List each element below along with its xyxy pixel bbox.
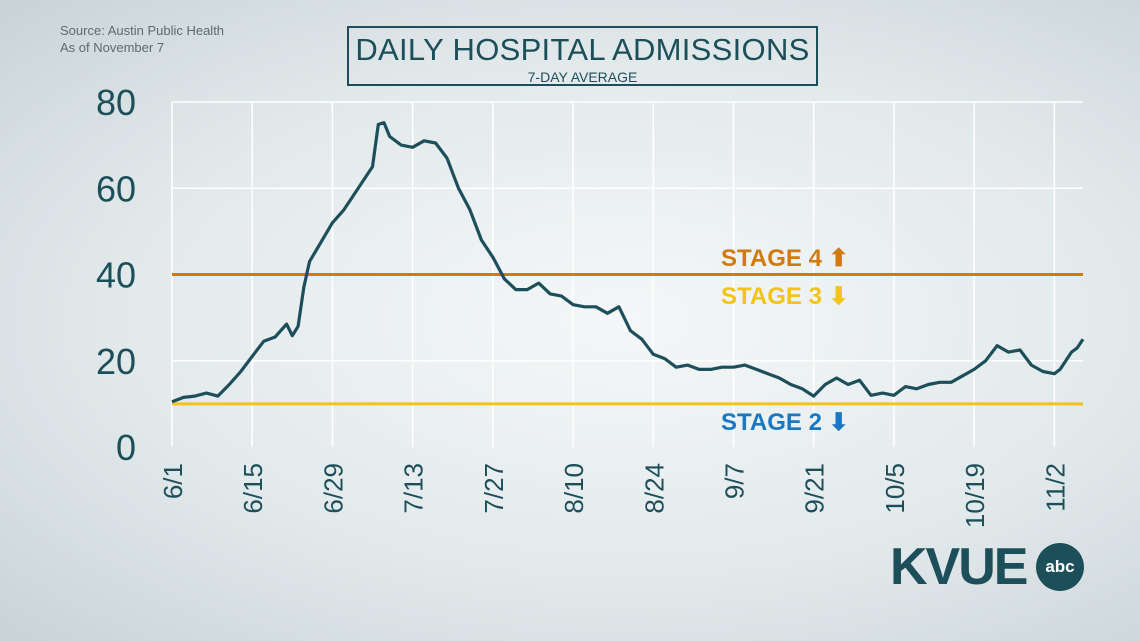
x-tick-label: 8/24 xyxy=(639,463,669,514)
y-tick-label: 20 xyxy=(96,341,136,382)
source-line: Source: Austin Public Health xyxy=(60,23,225,38)
x-tick-label: 7/27 xyxy=(479,463,509,514)
x-tick-label: 7/13 xyxy=(399,463,429,514)
chart-subtitle: 7-DAY AVERAGE xyxy=(527,69,638,85)
x-tick-label: 11/2 xyxy=(1040,463,1070,512)
x-tick-label: 6/1 xyxy=(158,463,188,499)
x-tick-label: 9/7 xyxy=(719,463,749,499)
source-note: Source: Austin Public Health As of Novem… xyxy=(60,22,224,56)
x-tick-label: 10/5 xyxy=(880,463,910,514)
x-tick-label: 10/19 xyxy=(960,463,990,528)
y-tick-label: 80 xyxy=(96,82,136,123)
stage-2-label: STAGE 2 ⬇ xyxy=(721,409,849,436)
x-tick-label: 8/10 xyxy=(559,463,589,514)
kvue-logo-text: KVUE xyxy=(890,538,1028,596)
stage-3-label: STAGE 3 ⬇ xyxy=(721,283,849,310)
chart-title-box: DAILY HOSPITAL ADMISSIONS 7-DAY AVERAGE xyxy=(347,26,818,86)
x-tick-label: 6/15 xyxy=(238,463,268,514)
as-of-line: As of November 7 xyxy=(60,40,165,55)
x-tick-label: 9/21 xyxy=(800,463,830,514)
chart-title: DAILY HOSPITAL ADMISSIONS xyxy=(355,32,810,67)
y-tick-label: 60 xyxy=(96,168,136,209)
y-tick-label: 40 xyxy=(96,255,136,296)
abc-logo-badge: abc xyxy=(1036,543,1084,591)
y-tick-label: 0 xyxy=(116,427,136,468)
admissions-series-line xyxy=(171,121,1085,404)
x-tick-label: 6/29 xyxy=(318,463,348,514)
stage-4-label: STAGE 4 ⬆ xyxy=(721,245,849,272)
